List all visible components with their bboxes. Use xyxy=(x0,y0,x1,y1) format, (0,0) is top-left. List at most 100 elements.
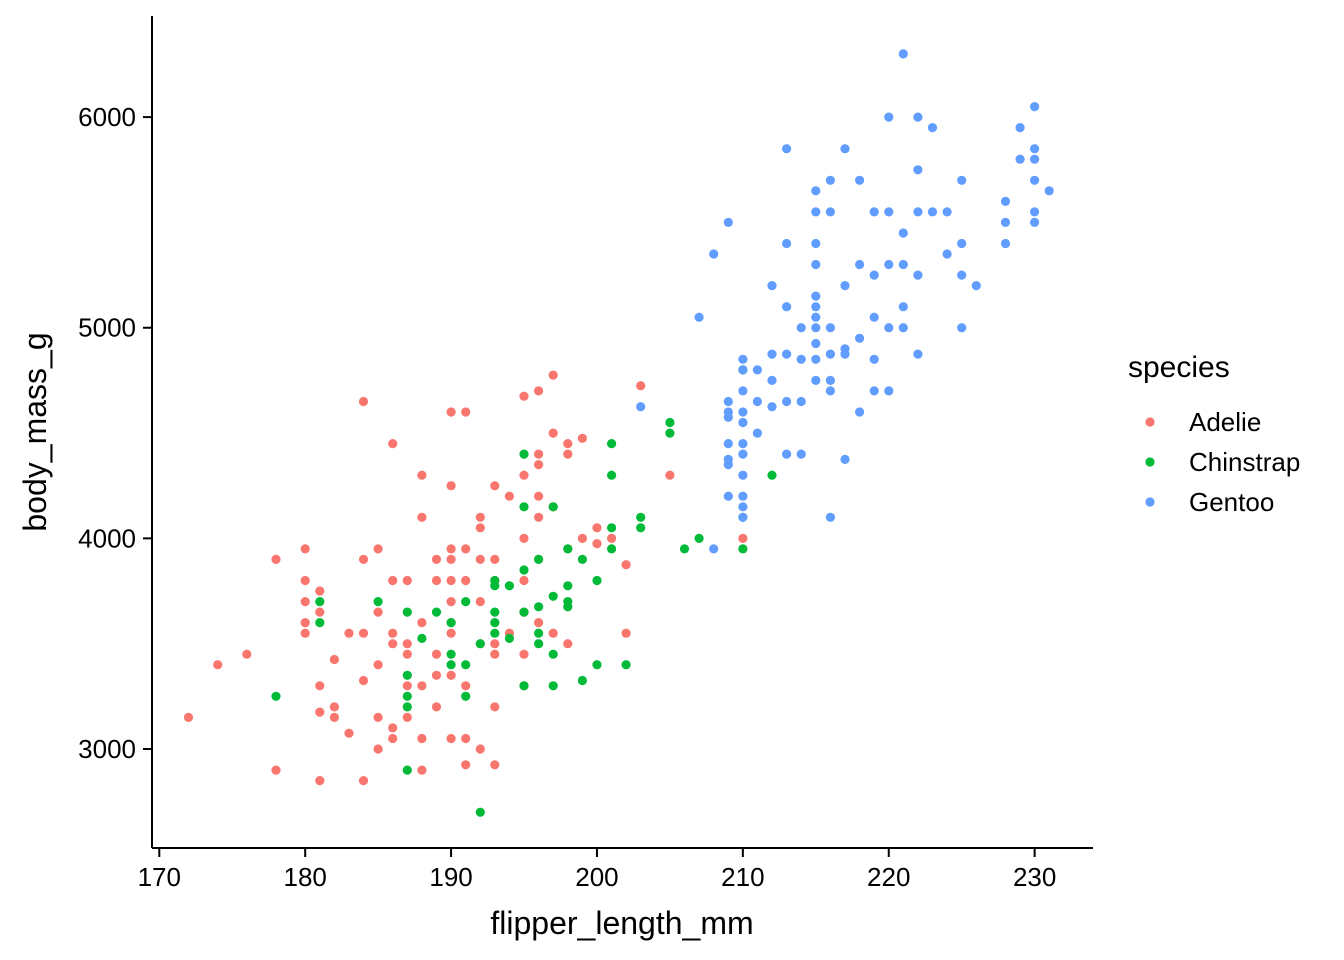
data-point-gentoo xyxy=(1015,154,1025,164)
data-point-gentoo xyxy=(811,354,821,364)
data-point-gentoo xyxy=(1044,186,1054,196)
data-point-adelie xyxy=(329,702,339,712)
data-point-adelie xyxy=(431,554,442,565)
data-point-chinstrap xyxy=(767,470,777,480)
data-point-chinstrap xyxy=(490,581,500,591)
legend-title: species xyxy=(1128,351,1230,384)
data-point-adelie xyxy=(329,654,339,665)
data-point-adelie xyxy=(621,560,631,570)
data-point-gentoo xyxy=(840,281,850,291)
data-point-gentoo xyxy=(957,270,967,280)
data-point-gentoo xyxy=(738,365,748,375)
data-point-adelie xyxy=(534,449,544,459)
data-point-gentoo xyxy=(723,217,733,227)
data-point-chinstrap xyxy=(563,602,573,612)
data-point-gentoo xyxy=(796,449,806,459)
data-point-chinstrap xyxy=(475,807,485,817)
data-point-gentoo xyxy=(752,365,763,375)
data-point-adelie xyxy=(519,533,529,544)
data-point-chinstrap xyxy=(548,502,558,512)
data-point-chinstrap xyxy=(548,681,558,691)
y-tick-label: 4000 xyxy=(78,523,136,553)
legend-key-chinstrap xyxy=(1145,457,1155,467)
data-point-gentoo xyxy=(782,302,792,312)
data-point-chinstrap xyxy=(534,602,544,612)
data-point-gentoo xyxy=(898,259,908,270)
data-point-adelie xyxy=(344,628,354,638)
data-point-adelie xyxy=(461,681,471,691)
data-point-adelie xyxy=(475,512,485,522)
data-point-chinstrap xyxy=(490,628,500,638)
data-point-gentoo xyxy=(738,491,748,501)
data-point-adelie xyxy=(446,597,456,607)
data-point-adelie xyxy=(738,533,748,544)
data-point-adelie xyxy=(388,439,398,449)
data-point-adelie xyxy=(461,760,471,770)
data-point-adelie xyxy=(358,675,369,686)
data-point-gentoo xyxy=(738,439,748,449)
data-point-chinstrap xyxy=(519,607,529,617)
data-point-gentoo xyxy=(1000,196,1011,206)
legend: species Adelie Chinstrap Gentoo xyxy=(1128,351,1300,517)
data-point-adelie xyxy=(548,428,558,438)
data-point-chinstrap xyxy=(504,633,514,644)
data-point-gentoo xyxy=(884,207,894,217)
data-point-chinstrap xyxy=(548,649,558,659)
data-point-adelie xyxy=(446,481,456,491)
data-point-gentoo xyxy=(723,491,733,501)
data-point-adelie xyxy=(300,628,310,638)
data-point-gentoo xyxy=(825,175,836,185)
data-point-adelie xyxy=(446,575,456,586)
data-point-chinstrap xyxy=(315,618,325,628)
data-point-gentoo xyxy=(738,449,748,459)
data-point-gentoo xyxy=(767,281,777,291)
data-point-chinstrap xyxy=(271,691,281,701)
data-point-adelie xyxy=(373,544,383,554)
data-point-adelie xyxy=(504,491,514,501)
data-point-chinstrap xyxy=(636,512,646,522)
data-point-adelie xyxy=(388,723,398,733)
data-point-adelie xyxy=(548,370,558,380)
data-point-gentoo xyxy=(1030,102,1040,112)
data-point-gentoo xyxy=(957,175,967,185)
data-point-adelie xyxy=(446,554,456,565)
series-gentoo xyxy=(636,49,1054,554)
data-point-adelie xyxy=(373,712,383,723)
data-point-gentoo xyxy=(971,281,981,291)
data-point-adelie xyxy=(636,381,646,391)
data-point-chinstrap xyxy=(592,575,602,586)
data-point-adelie xyxy=(373,607,383,617)
data-point-gentoo xyxy=(913,112,923,122)
data-point-adelie xyxy=(563,639,573,649)
data-point-chinstrap xyxy=(315,597,325,607)
data-point-gentoo xyxy=(636,402,646,412)
data-point-adelie xyxy=(417,681,427,691)
data-point-adelie xyxy=(519,391,529,401)
data-point-gentoo xyxy=(767,375,777,385)
data-point-gentoo xyxy=(825,323,836,333)
data-point-gentoo xyxy=(855,333,865,343)
data-point-gentoo xyxy=(767,402,777,412)
data-point-gentoo xyxy=(957,238,967,249)
data-point-chinstrap xyxy=(607,439,617,449)
data-point-chinstrap xyxy=(607,470,617,480)
data-point-chinstrap xyxy=(402,670,412,680)
data-point-chinstrap xyxy=(402,691,412,701)
y-tick-label: 6000 xyxy=(78,102,136,132)
data-point-adelie xyxy=(534,386,544,396)
x-tick-label: 190 xyxy=(429,862,472,892)
data-point-adelie xyxy=(358,554,369,565)
data-point-gentoo xyxy=(855,259,865,270)
data-point-gentoo xyxy=(869,207,879,217)
data-point-gentoo xyxy=(898,302,908,312)
data-point-gentoo xyxy=(913,270,923,280)
data-point-chinstrap xyxy=(563,581,573,591)
data-point-gentoo xyxy=(942,249,952,259)
data-point-gentoo xyxy=(855,407,865,417)
data-point-adelie xyxy=(592,523,602,533)
data-point-adelie xyxy=(358,776,369,786)
data-point-gentoo xyxy=(811,259,821,270)
data-point-gentoo xyxy=(811,323,821,333)
data-point-gentoo xyxy=(913,349,923,359)
